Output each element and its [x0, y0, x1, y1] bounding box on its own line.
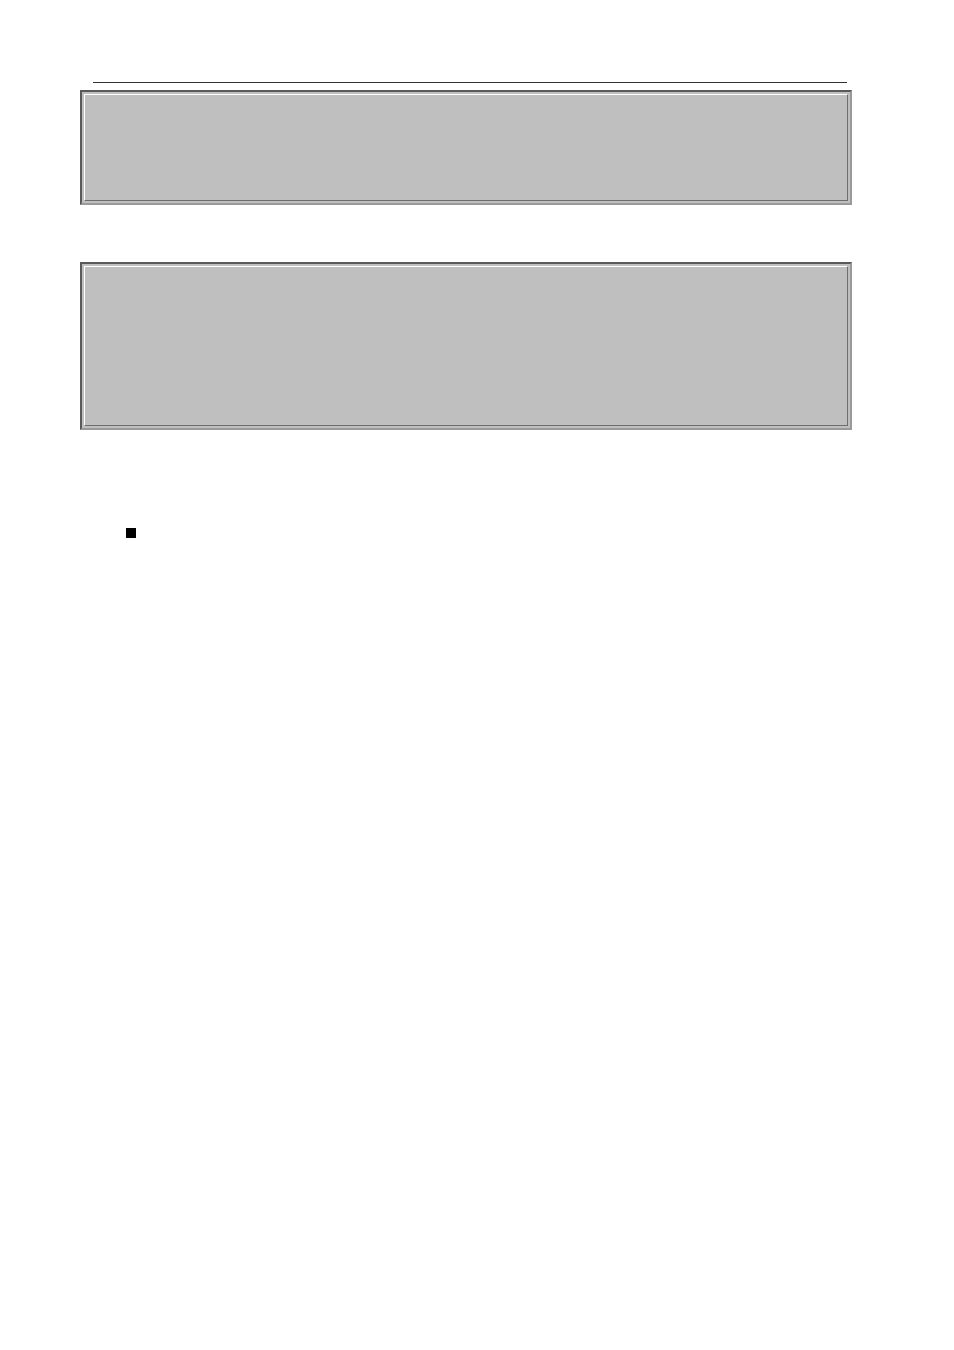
panel-1: [80, 90, 852, 205]
square-bullet-icon: [126, 528, 136, 538]
panel-2-bevel: [84, 266, 848, 426]
document-page: [0, 0, 954, 1350]
panel-2: [80, 262, 852, 430]
horizontal-rule: [93, 82, 847, 83]
panel-1-bevel: [84, 94, 848, 201]
